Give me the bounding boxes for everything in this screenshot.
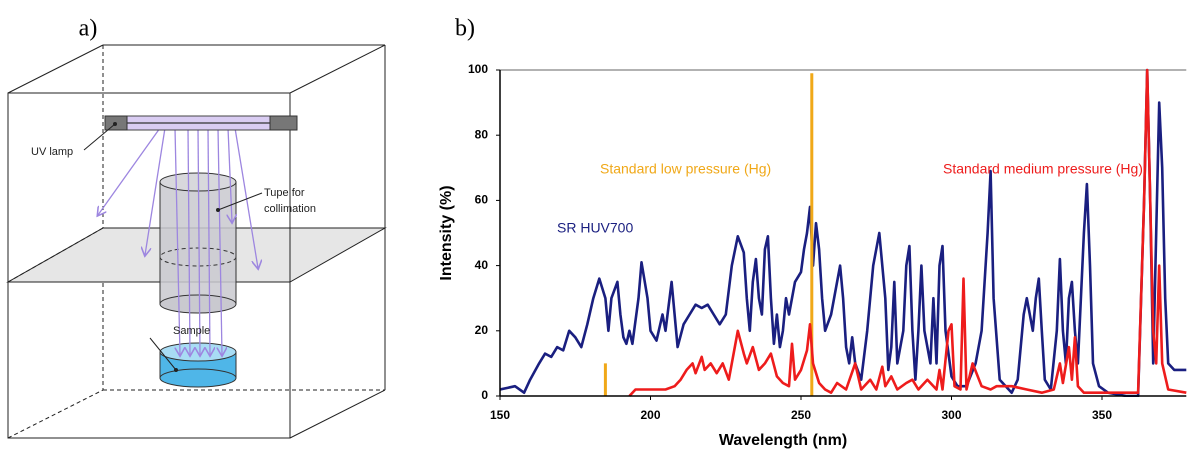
uv-rays bbox=[98, 127, 258, 355]
panel-label: b) bbox=[455, 16, 475, 42]
panel-label: a) bbox=[79, 16, 98, 42]
y-tick-label: 0 bbox=[481, 388, 488, 402]
series-label: Standard medium pressure (Hg) bbox=[943, 161, 1143, 177]
box bbox=[7, 44, 386, 439]
uv-lamp bbox=[104, 115, 298, 131]
y-tick-label: 100 bbox=[468, 62, 488, 76]
y-axis-title: Intensity (%) bbox=[438, 185, 455, 280]
x-tick-label: 350 bbox=[1092, 408, 1112, 422]
x-tick-label: 150 bbox=[490, 408, 510, 422]
plot-area bbox=[500, 68, 1187, 397]
tube-label: Tupe for bbox=[264, 187, 305, 199]
x-axis-title: Wavelength (nm) bbox=[719, 432, 847, 449]
y-tick-label: 80 bbox=[475, 127, 489, 141]
spectrum-line bbox=[628, 68, 1187, 397]
y-tick-label: 60 bbox=[475, 193, 489, 207]
collimation-tube bbox=[159, 172, 237, 314]
tube-label: collimation bbox=[264, 203, 316, 215]
spectrum-line bbox=[500, 68, 1187, 397]
y-tick-label: 40 bbox=[475, 258, 489, 272]
series-label: SR HUV700 bbox=[557, 220, 633, 236]
x-tick-label: 200 bbox=[640, 408, 660, 422]
sample-label: Sample bbox=[173, 325, 210, 337]
series-label: Standard low pressure (Hg) bbox=[600, 161, 771, 177]
y-tick-label: 20 bbox=[475, 323, 489, 337]
x-tick-label: 250 bbox=[791, 408, 811, 422]
lamp-label: UV lamp bbox=[31, 146, 73, 158]
diagram: a) bbox=[6, 16, 387, 439]
x-tick-label: 300 bbox=[941, 408, 961, 422]
chart: b) Wavelength (nm) Intensity (%) 0 20 40 60… bbox=[438, 16, 1187, 449]
